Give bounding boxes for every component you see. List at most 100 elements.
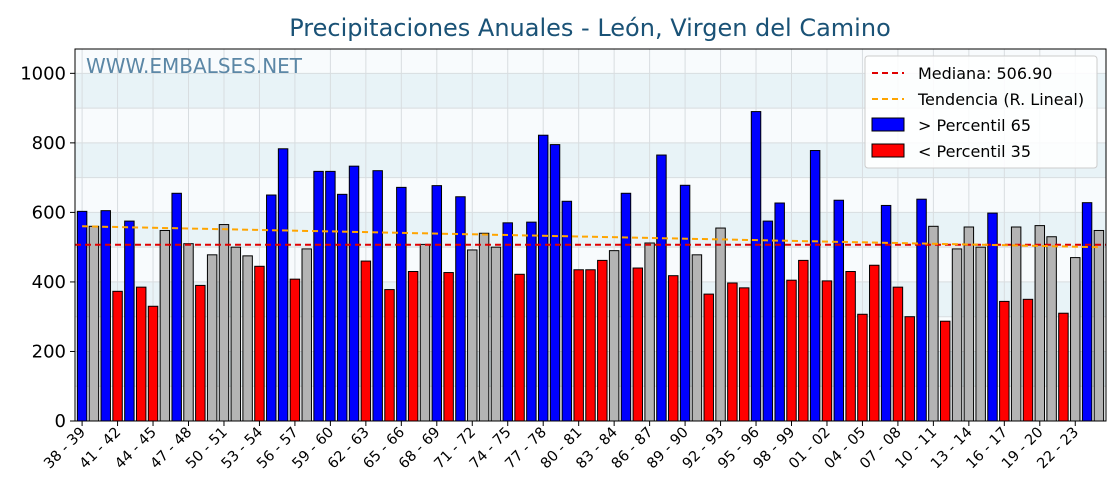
bar (951, 248, 963, 422)
bar (809, 150, 821, 422)
bar (715, 227, 726, 422)
bar (833, 199, 845, 422)
bar (597, 259, 608, 422)
bar (644, 242, 655, 422)
bar (762, 220, 774, 422)
bar (230, 246, 242, 422)
bar (798, 259, 809, 422)
bar (218, 224, 230, 422)
bar (396, 186, 407, 422)
bar (526, 221, 537, 422)
y-tick-label: 800 (32, 133, 66, 154)
bar (266, 194, 277, 422)
bar (502, 222, 513, 422)
bar (1058, 312, 1069, 422)
bar (774, 202, 785, 422)
bar (313, 170, 324, 422)
bar (845, 271, 856, 422)
bar (195, 284, 206, 422)
bar (372, 170, 383, 422)
bar (1070, 257, 1081, 422)
bar (124, 220, 135, 422)
bar (975, 246, 986, 422)
bar (514, 273, 525, 422)
bar (537, 134, 549, 422)
legend-below-swatch (871, 143, 905, 158)
bar (549, 144, 561, 422)
bar (869, 264, 880, 422)
bar (963, 226, 975, 422)
y-tick-label: 400 (32, 272, 66, 293)
bar (384, 289, 395, 422)
bar (467, 249, 478, 422)
y-tick-label: 600 (32, 202, 66, 223)
bar (159, 229, 171, 422)
legend-trend-label: Tendencia (R. Lineal) (917, 90, 1084, 109)
bar (336, 193, 348, 422)
bg-band-dark (75, 212, 1106, 248)
legend: Mediana: 506.90 Tendencia (R. Lineal) > … (864, 55, 1098, 169)
bar (478, 232, 490, 422)
bar (206, 254, 218, 422)
y-tick-label: 1000 (20, 63, 66, 84)
bar (431, 185, 443, 422)
legend-median-label: Mediana: 506.90 (918, 64, 1052, 83)
legend-above-label: > Percentil 65 (918, 116, 1031, 135)
bar (573, 269, 584, 422)
bar (561, 200, 573, 422)
bar (407, 271, 419, 422)
legend-above-swatch (871, 117, 905, 132)
bg-band-light (75, 177, 1106, 213)
chart-title: Precipitaciones Anuales - León, Virgen d… (289, 14, 891, 42)
bar (892, 286, 904, 422)
bar (916, 198, 927, 422)
plot-frame (74, 48, 1107, 422)
bar (325, 170, 336, 422)
bar (1093, 229, 1105, 422)
bar (786, 279, 797, 422)
bar (928, 225, 939, 422)
bar (242, 255, 253, 422)
bar (703, 293, 714, 422)
watermark-text: WWW.EMBALSES.NET (86, 54, 303, 78)
bar (183, 243, 194, 422)
bar (112, 290, 123, 422)
bar (821, 280, 833, 422)
bar (490, 246, 502, 422)
bar (147, 305, 159, 422)
bar (443, 272, 454, 422)
bar (1010, 226, 1022, 422)
y-tick-label: 0 (55, 411, 66, 432)
bar (857, 313, 868, 422)
legend-below-label: < Percentil 35 (918, 142, 1031, 161)
legend-box (864, 55, 1098, 169)
bar (679, 184, 691, 422)
bar (585, 269, 596, 422)
bar (727, 282, 738, 422)
bar (100, 210, 111, 422)
bar (738, 287, 750, 422)
bar (691, 254, 703, 422)
bar (360, 260, 372, 422)
bar (135, 286, 147, 422)
bar (348, 165, 360, 422)
bar (620, 192, 632, 422)
bar (668, 275, 679, 422)
bar (88, 225, 100, 422)
bar (1034, 225, 1046, 422)
bar (289, 278, 301, 422)
bar (608, 250, 620, 422)
bar (999, 300, 1010, 422)
bar (1081, 202, 1093, 422)
bar (76, 210, 88, 422)
bar (455, 196, 466, 422)
y-tick-label: 200 (32, 341, 66, 362)
bar (750, 111, 762, 422)
bar (1022, 298, 1034, 422)
bar (1046, 236, 1057, 422)
bar (904, 316, 915, 422)
bar (880, 204, 892, 422)
